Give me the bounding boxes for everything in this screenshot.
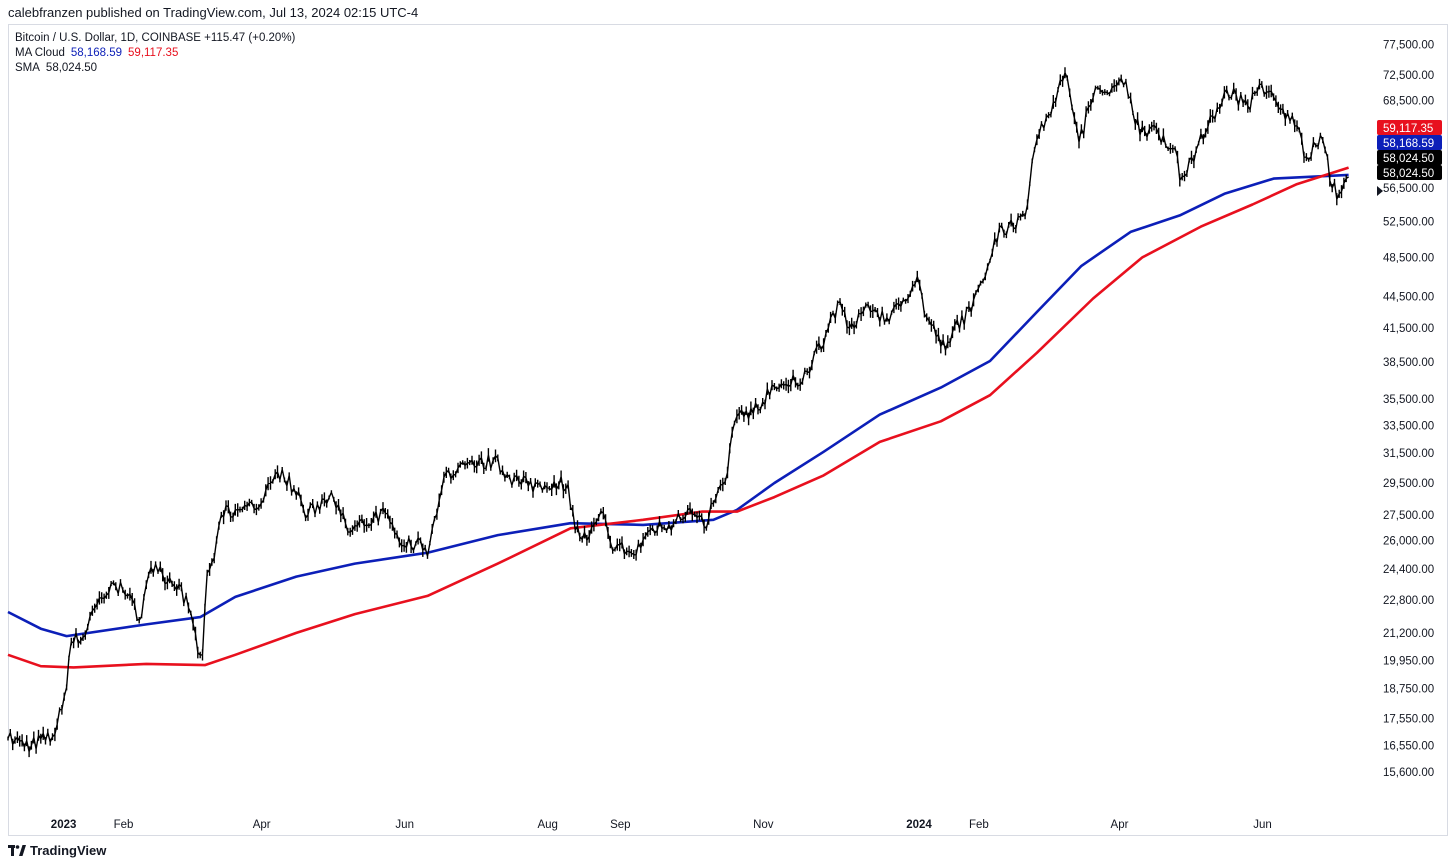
x-tick-label: Nov	[753, 819, 774, 831]
x-tick-label: Feb	[969, 819, 989, 831]
x-tick-label: Feb	[114, 819, 134, 831]
price-tag-bg	[1377, 165, 1442, 180]
x-tick-label: Apr	[253, 819, 271, 831]
series-line-ma-slow	[7, 166, 1349, 669]
y-tick-label: 24,400.00	[1383, 564, 1434, 576]
price-tag-label: 58,024.50	[1383, 153, 1434, 165]
y-tick-label: 16,550.00	[1383, 740, 1434, 752]
y-tick-label: 68,500.00	[1383, 96, 1434, 108]
y-tick-label: 29,500.00	[1383, 478, 1434, 490]
y-tick-label: 72,500.00	[1383, 70, 1434, 82]
legend-ma-cloud: MA Cloud 58,168.59 59,117.35	[15, 46, 295, 61]
y-tick-label: 56,500.00	[1383, 183, 1434, 195]
x-tick-label: Apr	[1111, 819, 1129, 831]
series-line-ma-fast	[7, 173, 1349, 638]
y-tick-label: 31,500.00	[1383, 448, 1434, 460]
price-tag-bg	[1377, 120, 1442, 135]
legend-ma-cloud-value-slow: 59,117.35	[128, 47, 179, 59]
y-tick-label: 38,500.00	[1383, 357, 1434, 369]
y-tick-label: 18,750.00	[1383, 684, 1434, 696]
last-price-arrow-icon	[1377, 186, 1383, 196]
legend-ma-cloud-label: MA Cloud	[15, 47, 65, 59]
price-tag-bg	[1377, 150, 1442, 165]
footer-brand[interactable]: TradingView	[8, 843, 106, 858]
price-tag-label: 59,117.35	[1383, 123, 1433, 135]
legend-symbol: Bitcoin / U.S. Dollar, 1D, COINBASE +115…	[15, 32, 296, 44]
x-tick-label: Sep	[610, 819, 630, 831]
x-tick-label: 2023	[51, 819, 77, 831]
y-tick-label: 26,000.00	[1383, 535, 1434, 547]
y-tick-label: 48,500.00	[1383, 252, 1434, 264]
y-tick-label: 19,950.00	[1383, 656, 1434, 668]
price-tag-bg	[1377, 135, 1442, 150]
y-tick-label: 33,500.00	[1383, 420, 1434, 432]
y-tick-label: 35,500.00	[1383, 394, 1434, 406]
chart-legend: Bitcoin / U.S. Dollar, 1D, COINBASE +115…	[15, 31, 295, 76]
x-tick-label: 2024	[906, 819, 932, 831]
y-tick-label: 52,500.00	[1383, 216, 1434, 228]
legend-ma-cloud-value-fast: 58,168.59	[70, 47, 123, 59]
price-tag-label: 58,024.50	[1383, 168, 1434, 180]
y-tick-label: 27,500.00	[1383, 510, 1434, 522]
x-tick-label: Jun	[395, 819, 414, 831]
tradingview-logo-icon	[8, 844, 26, 856]
price-tag-label: 58,168.59	[1383, 138, 1434, 150]
publisher-line: calebfranzen published on TradingView.co…	[8, 5, 419, 20]
y-tick-label: 22,800.00	[1383, 595, 1434, 607]
y-tick-label: 41,500.00	[1383, 323, 1434, 335]
y-tick-label: 21,200.00	[1383, 628, 1434, 640]
legend-sma-label: SMA	[15, 62, 40, 74]
y-tick-label: 44,500.00	[1383, 292, 1434, 304]
x-tick-label: Jun	[1253, 819, 1272, 831]
legend-sma-value: 58,024.50	[45, 62, 98, 74]
series-line-price	[7, 67, 1349, 758]
chart-frame	[8, 24, 1448, 836]
legend-sma: SMA 58,024.50	[15, 61, 295, 76]
footer-brand-text: TradingView	[30, 843, 107, 858]
y-tick-label: 15,600.00	[1383, 767, 1434, 779]
y-tick-label: 77,500.00	[1383, 40, 1434, 52]
x-tick-label: Aug	[537, 819, 557, 831]
y-tick-label: 17,550.00	[1383, 714, 1434, 726]
